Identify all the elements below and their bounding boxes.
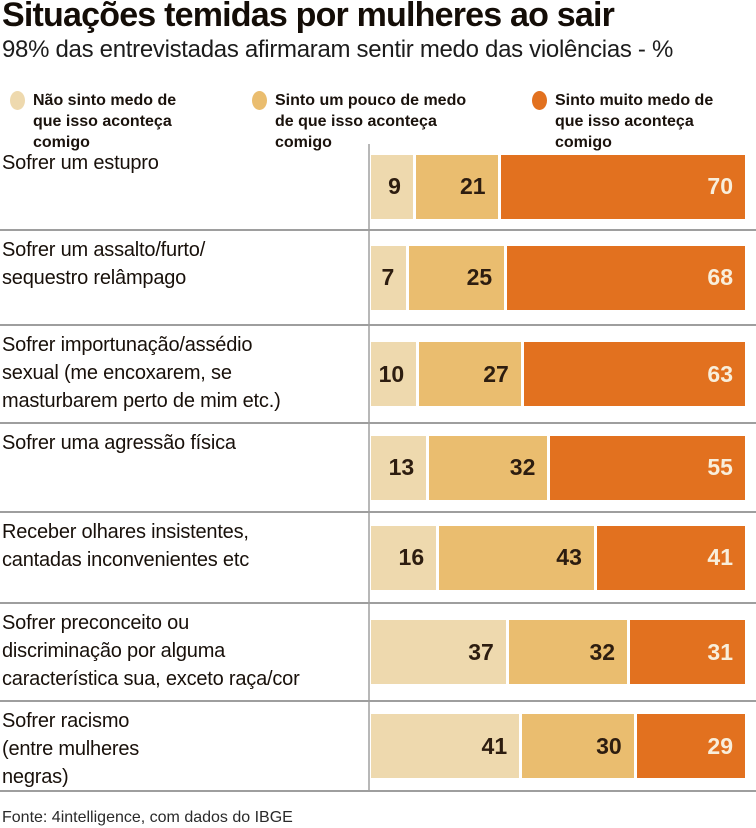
bar-value-label: 27 [483, 360, 509, 387]
bar-value-label: 10 [378, 360, 405, 387]
bar-segment: 25 [409, 245, 505, 310]
chart-rows: Sofrer um estupro 9 21 70 Sofrer um assalt… [0, 144, 756, 792]
bar-value-label: 31 [707, 638, 733, 665]
chart-row: Sofrer um assalto/furto/ sequestro relâm… [0, 231, 756, 326]
axis-baseline [368, 144, 370, 792]
stacked-bar: 13 32 55 [371, 435, 745, 500]
bar-segment: 41 [371, 714, 520, 778]
stacked-bar-chart: Sofrer um estupro 9 21 70 Sofrer um assalt… [0, 144, 756, 792]
bar-segment: 7 [371, 245, 407, 310]
legend-swatch-icon [10, 91, 25, 110]
bar-segment: 37 [371, 620, 506, 684]
bar-segment: 32 [429, 435, 548, 500]
bar-value-label: 25 [466, 264, 493, 290]
bar-segment: 43 [439, 525, 594, 590]
bar-value-label: 70 [707, 173, 733, 199]
stacked-bar: 37 32 31 [371, 620, 745, 684]
bar-value-label: 63 [707, 360, 733, 387]
category-label: Sofrer importunação/assédio sexual (me e… [2, 334, 281, 412]
bar-value-label: 55 [707, 454, 733, 480]
bar-segment: 70 [500, 154, 745, 219]
stacked-bar: 7 25 68 [371, 245, 745, 310]
stacked-bar: 16 43 41 [371, 525, 746, 590]
chart-row: Sofrer um estupro 9 21 70 [0, 144, 756, 231]
bar-segment: 16 [371, 525, 437, 590]
bar-segment: 30 [522, 714, 634, 778]
bar-segment: 32 [508, 620, 628, 684]
chart-title: Situações temidas por mulheres ao sair [2, 0, 615, 34]
bar-value-label: 32 [589, 638, 616, 665]
bar-value-label: 68 [707, 264, 733, 290]
category-label: Sofrer racismo (entre mulheres negras) [2, 710, 140, 788]
bar-value-label: 21 [460, 173, 486, 199]
stacked-bar: 9 21 70 [371, 154, 745, 219]
legend-label: Sinto muito medo de que isso aconteça co… [555, 92, 714, 151]
bar-value-label: 41 [481, 732, 508, 759]
legend-label: Não sinto medo de que isso aconteça comi… [33, 92, 177, 151]
bar-value-label: 43 [556, 544, 582, 570]
bar-value-label: 37 [468, 638, 494, 665]
chart-row: Sofrer uma agressão física 13 32 55 [0, 424, 756, 513]
legend-item-much-fear: Sinto muito medo de que isso aconteça co… [532, 90, 737, 153]
bar-value-label: 29 [707, 732, 733, 759]
stacked-bar: 41 30 29 [371, 714, 745, 778]
chart-header: Situações temidas por mulheres ao sair 9… [0, 0, 756, 65]
category-label: Sofrer um assalto/furto/ sequestro relâm… [2, 239, 206, 289]
bar-value-label: 32 [509, 454, 536, 480]
bar-segment: 21 [415, 154, 498, 219]
legend-swatch-icon [252, 91, 267, 110]
bar-segment: 27 [419, 342, 521, 406]
chart-row: Sofrer racismo (entre mulheres negras) 4… [0, 702, 756, 792]
bar-value-label: 30 [596, 732, 622, 759]
legend-item-some-fear: Sinto um pouco de medo de que isso acont… [252, 90, 487, 153]
category-label: Sofrer uma agressão física [2, 432, 236, 454]
chart-row: Sofrer importunação/assédio sexual (me e… [0, 326, 756, 424]
bar-segment: 29 [636, 714, 745, 778]
legend: Não sinto medo de que isso aconteça comi… [0, 90, 756, 151]
category-label: Sofrer preconceito ou discriminação por … [2, 612, 300, 690]
bar-segment: 41 [596, 525, 746, 590]
bar-segment: 63 [523, 342, 745, 406]
bar-segment: 68 [507, 245, 745, 310]
bar-value-label: 16 [398, 544, 425, 570]
stacked-bar: 10 27 63 [371, 342, 745, 406]
legend-item-no-fear: Não sinto medo de que isso aconteça comi… [10, 90, 200, 153]
legend-label: Sinto um pouco de medo de que isso acont… [275, 92, 467, 151]
bar-value-label: 13 [388, 454, 415, 480]
bar-value-label: 9 [388, 173, 401, 199]
bar-segment: 10 [371, 342, 417, 406]
bar-value-label: 7 [381, 264, 395, 290]
legend-swatch-icon [532, 91, 547, 110]
chart-row: Sofrer preconceito ou discriminação por … [0, 604, 756, 702]
bar-segment: 9 [371, 154, 413, 219]
bar-segment: 55 [550, 435, 745, 500]
source-note: Fonte: 4intelligence, com dados do IBGE [2, 809, 293, 826]
chart-row: Receber olhares insistentes, cantadas in… [0, 513, 756, 604]
bar-segment: 13 [371, 435, 427, 500]
bar-value-label: 41 [707, 544, 734, 570]
chart-subtitle: 98% das entrevistadas afirmaram sentir m… [2, 36, 674, 63]
category-label: Receber olhares insistentes, cantadas in… [2, 521, 249, 571]
bar-segment: 31 [630, 620, 745, 684]
category-label: Sofrer um estupro [2, 152, 159, 174]
